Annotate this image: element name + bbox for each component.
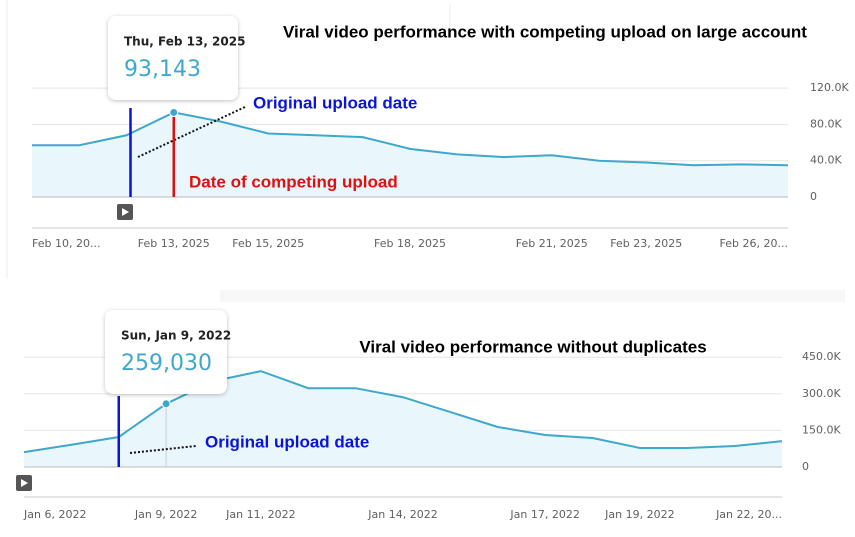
- x-tick-label: Jan 19, 2022: [604, 508, 674, 521]
- line: [23, 370, 783, 454]
- annotation: Date of competing upload: [189, 172, 398, 191]
- tooltip-value: 93,143: [124, 57, 201, 82]
- x-tick-label: Feb 21, 2025: [516, 237, 588, 250]
- y-tick-label: 450.0K: [802, 350, 841, 363]
- tooltip-value: 259,030: [121, 351, 212, 376]
- x-tick-label: Feb 23, 2025: [610, 237, 682, 250]
- chart-title: Viral video performance without duplicat…: [359, 337, 706, 356]
- x-tick-label: Feb 10, 20...: [32, 237, 100, 250]
- x-tick-label: Feb 18, 2025: [374, 237, 446, 250]
- x-tick-label: Jan 6, 2022: [23, 508, 86, 521]
- x-tick-label: Jan 11, 2022: [225, 508, 295, 521]
- x-tick-label: Jan 17, 2022: [509, 508, 579, 521]
- x-tick-label: Feb 15, 2025: [232, 237, 304, 250]
- play-glyph: [122, 208, 129, 216]
- tooltip-date: Sun, Jan 9, 2022: [121, 329, 231, 343]
- x-tick-label: Feb 26, 20...: [720, 237, 788, 250]
- y-tick-label: 150.0K: [802, 423, 841, 436]
- annotation: Original upload date: [253, 93, 417, 112]
- annotation: Original upload date: [205, 432, 369, 451]
- x-tick-label: Jan 9, 2022: [134, 508, 197, 521]
- y-tick-label: 80.0K: [810, 117, 842, 130]
- line: [32, 111, 789, 167]
- x-tick-label: Jan 22, 20...: [715, 508, 782, 521]
- pointer: [129, 445, 197, 454]
- hover-dot: [169, 107, 179, 117]
- area: [32, 112, 788, 197]
- y-tick-label: 300.0K: [802, 387, 841, 400]
- frame: [220, 290, 845, 302]
- x-tick-label: Jan 14, 2022: [367, 508, 437, 521]
- y-tick-label: 0: [810, 190, 817, 203]
- x-tick-label: Feb 13, 2025: [138, 237, 210, 250]
- tooltip-date: Thu, Feb 13, 2025: [124, 35, 245, 49]
- area: [24, 371, 782, 467]
- chart-title: Viral video performance with competing u…: [283, 22, 807, 41]
- play-glyph: [21, 479, 28, 487]
- hover-dot: [161, 399, 171, 409]
- y-tick-label: 40.0K: [810, 154, 842, 167]
- y-tick-label: 0: [802, 460, 809, 473]
- tooltip: [108, 16, 238, 100]
- tooltip: [105, 310, 227, 394]
- y-tick-label: 120.0K: [810, 81, 849, 94]
